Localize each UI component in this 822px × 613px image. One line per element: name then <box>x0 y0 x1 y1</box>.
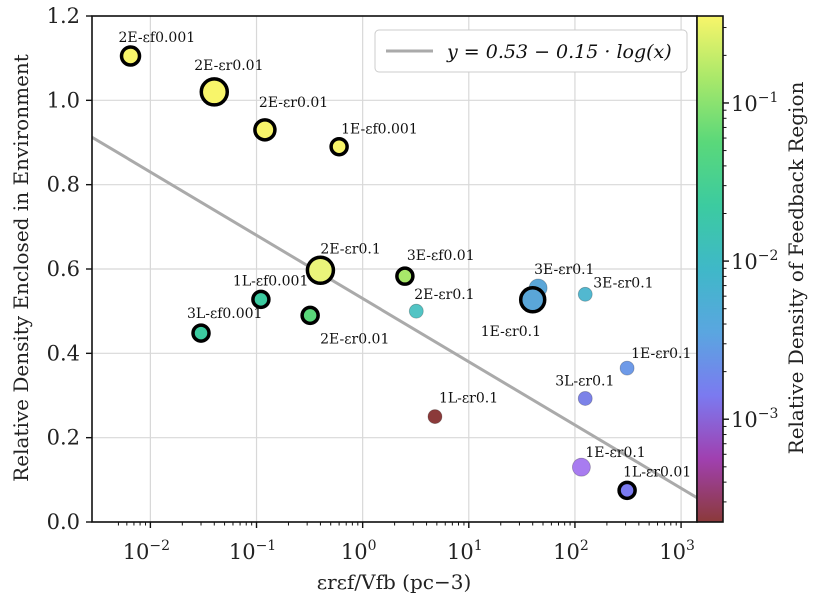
y-axis-ticks: 0.0 0.2 0.4 0.6 0.8 1.0 1.2 <box>47 4 92 534</box>
data-point-16 <box>571 457 591 477</box>
y-axis-title: Relative Density Enclosed in Environment <box>9 54 33 482</box>
colorbar: 10−1 10−2 10−3 Relative Density of Feedbac… <box>696 15 808 523</box>
y-tick-label-2: 0.4 <box>47 341 80 365</box>
x-tick-label-4: 102 <box>553 538 589 564</box>
x-tick-label-3: 101 <box>447 538 483 564</box>
data-point-14 <box>577 391 593 406</box>
x-tick-label-5: 103 <box>659 538 695 564</box>
x-axis-ticks: 10−2 10−1 100 101 102 103 <box>117 522 695 564</box>
cbar-tick-label-2: 10−3 <box>731 406 778 432</box>
data-point-13 <box>619 360 635 376</box>
point-label-2: 2E-εr0.01 <box>259 95 328 111</box>
point-label-12: 3E-εr0.1 <box>593 275 653 291</box>
data-point-12 <box>577 286 593 302</box>
data-point-8 <box>191 323 211 343</box>
x-tick-label-0: 10−2 <box>123 538 170 564</box>
legend-label: y = 0.53 − 0.15 · log(x) <box>446 41 672 63</box>
y-tick-label-3: 0.6 <box>47 257 80 281</box>
fit-line <box>92 135 697 500</box>
y-tick-label-0: 0.0 <box>47 510 80 534</box>
cbar-tick-label-1: 10−2 <box>731 248 778 274</box>
point-label-8: 3L-εf0.001 <box>187 306 262 322</box>
legend-box <box>374 29 688 73</box>
data-point-17 <box>617 480 637 501</box>
data-point-1 <box>199 77 230 107</box>
point-label-11: 1E-εr0.1 <box>481 324 541 340</box>
colorbar-title: Relative Density of Feedback Region <box>784 82 808 455</box>
y-tick-label-1: 0.2 <box>47 426 80 450</box>
data-point-5 <box>395 266 415 286</box>
data-point-3 <box>329 136 349 157</box>
point-label-16: 1E-εr0.1 <box>585 445 645 461</box>
point-label-14: 3L-εr0.1 <box>555 373 614 389</box>
data-point-2 <box>253 118 277 142</box>
legend: y = 0.53 − 0.15 · log(x) <box>374 29 688 73</box>
x-tick-label-1: 10−1 <box>229 538 276 564</box>
point-label-3: 1E-εf0.001 <box>341 122 418 138</box>
point-label-6: 1L-εf0.001 <box>233 273 308 289</box>
point-label-9: 2E-εr0.1 <box>414 287 474 303</box>
cbar-tick-label-0: 10−1 <box>731 90 778 116</box>
point-label-4: 2E-εr0.1 <box>320 241 380 257</box>
colorbar-gradient <box>696 15 724 523</box>
point-label-5: 3E-εf0.01 <box>407 248 475 264</box>
grid-lines <box>92 15 697 523</box>
point-annotations: 2E-εf0.001 2E-εr0.01 2E-εr0.01 1E-εf0.001 2E… <box>119 30 692 480</box>
point-label-15: 1L-εr0.1 <box>439 391 498 407</box>
point-label-17: 1L-εr0.01 <box>623 464 691 480</box>
data-point-4 <box>305 255 336 286</box>
point-label-13: 1E-εr0.1 <box>631 346 691 362</box>
data-points <box>119 45 637 501</box>
data-point-7 <box>300 305 320 326</box>
y-tick-label-5: 1.0 <box>47 88 80 112</box>
colorbar-ticks: 10−1 10−2 10−3 <box>723 27 778 503</box>
data-point-0 <box>119 45 142 67</box>
data-point-15 <box>427 409 443 424</box>
point-label-10: 3E-εr0.1 <box>534 262 594 278</box>
x-tick-label-2: 100 <box>341 538 377 564</box>
data-point-9 <box>408 303 424 319</box>
fit-line-group <box>92 135 697 500</box>
data-point-11 <box>518 286 547 314</box>
point-label-0: 2E-εf0.001 <box>119 30 196 46</box>
y-tick-label-4: 0.8 <box>47 173 80 197</box>
data-point-6 <box>251 289 271 310</box>
y-tick-label-6: 1.2 <box>47 4 80 28</box>
x-axis-title: εrεf/Vfb (pc−3) <box>317 570 472 594</box>
point-label-7: 2E-εr0.01 <box>320 331 389 347</box>
point-label-1: 2E-εr0.01 <box>194 58 263 74</box>
